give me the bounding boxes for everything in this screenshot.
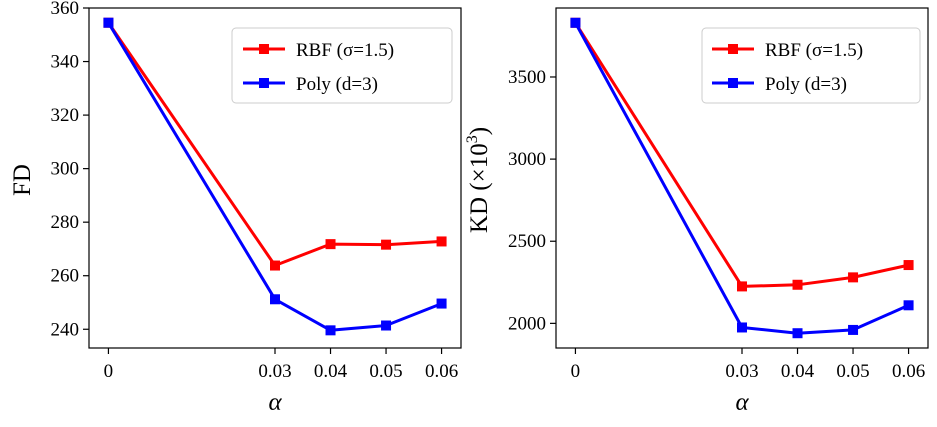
fd-x-tick-label: 0.04: [314, 361, 348, 382]
kd-rbf-point: [792, 279, 803, 290]
kd-x-tick-label: 0.05: [836, 361, 869, 382]
kd-x-axis: 0 0.03 0.04 0.05 0.06: [571, 348, 925, 382]
kd-y-tick-label: 3500: [508, 67, 546, 88]
fd-x-tick-label: 0.03: [258, 361, 291, 382]
kd-legend-rbf-label: RBF (σ=1.5): [765, 40, 863, 61]
kd-poly-point: [848, 324, 859, 335]
fd-y-tick-label: 280: [51, 212, 80, 233]
kd-poly-point: [570, 17, 581, 28]
fd-x-axis-label: α: [268, 389, 282, 416]
fd-poly-point: [103, 17, 114, 28]
fd-y-tick-label: 240: [51, 319, 80, 340]
kd-y-axis-label: KD (×103): [464, 127, 493, 233]
kd-x-axis-label: α: [735, 389, 749, 416]
fd-poly-point: [436, 298, 447, 309]
fd-y-tick-label: 340: [51, 52, 80, 73]
kd-legend-rbf-marker: [728, 44, 738, 54]
kd-y-axis: 2000 2500 3000 3500: [508, 67, 556, 334]
kd-x-tick-label: 0: [571, 361, 581, 382]
kd-y-axis-label-end: ): [466, 127, 493, 135]
fd-legend-rbf-label: RBF (σ=1.5): [296, 40, 394, 61]
fd-y-axis-label: FD: [9, 164, 36, 196]
fd-y-tick-label: 300: [51, 159, 80, 180]
kd-legend: RBF (σ=1.5) Poly (d=3): [701, 27, 921, 104]
fd-rbf-point: [436, 236, 447, 247]
fd-x-tick-label: 0: [104, 361, 114, 382]
kd-y-tick-label: 2500: [508, 231, 546, 252]
fd-x-tick-label: 0.05: [369, 361, 402, 382]
kd-y-tick-label: 2000: [508, 313, 546, 334]
fd-rbf-point: [381, 239, 392, 250]
fd-y-tick-label: 320: [51, 105, 80, 126]
fd-y-tick-label: 360: [51, 0, 80, 19]
kd-legend-poly-label: Poly (d=3): [765, 74, 847, 95]
kd-x-tick-label: 0.06: [892, 361, 925, 382]
fd-poly-point: [325, 325, 336, 336]
fd-legend-rbf-marker: [259, 44, 269, 54]
fd-legend-frame: [231, 27, 453, 104]
fd-poly-point: [270, 294, 280, 305]
fd-legend: RBF (σ=1.5) Poly (d=3): [231, 27, 453, 104]
fd-x-axis: 0 0.03 0.04 0.05 0.06: [104, 348, 458, 382]
fd-rbf-point: [325, 239, 336, 250]
kd-poly-point: [792, 328, 803, 339]
kd-poly-point: [737, 322, 747, 333]
kd-x-tick-label: 0.04: [781, 361, 815, 382]
kd-y-tick-label: 3000: [508, 149, 546, 170]
kd-series: [570, 17, 914, 339]
kd-legend-frame: [701, 27, 921, 104]
fd-poly-point: [381, 320, 392, 331]
fd-legend-poly-label: Poly (d=3): [296, 74, 378, 95]
fd-legend-poly-marker: [259, 78, 269, 88]
fd-y-tick-label: 260: [51, 266, 80, 287]
kd-poly-point: [903, 300, 914, 311]
fd-y-axis: 240 260 280 300 320 340 360: [51, 0, 89, 340]
fd-x-tick-label: 0.06: [425, 361, 458, 382]
kd-x-tick-label: 0.03: [725, 361, 758, 382]
kd-rbf-point: [903, 260, 914, 271]
fd-rbf-point: [270, 260, 280, 271]
kd-y-axis-label-main: KD (×10: [466, 143, 493, 233]
kd-y-axis-label-sup: 3: [464, 135, 481, 143]
kd-rbf-point: [737, 281, 747, 292]
fd-series: [103, 17, 447, 336]
kd-legend-poly-marker: [728, 78, 738, 88]
kd-chart: 2000 2500 3000 3500 0 0.03 0.04 0.05 0.06 KD (×…: [464, 7, 929, 416]
kd-rbf-point: [848, 272, 859, 283]
